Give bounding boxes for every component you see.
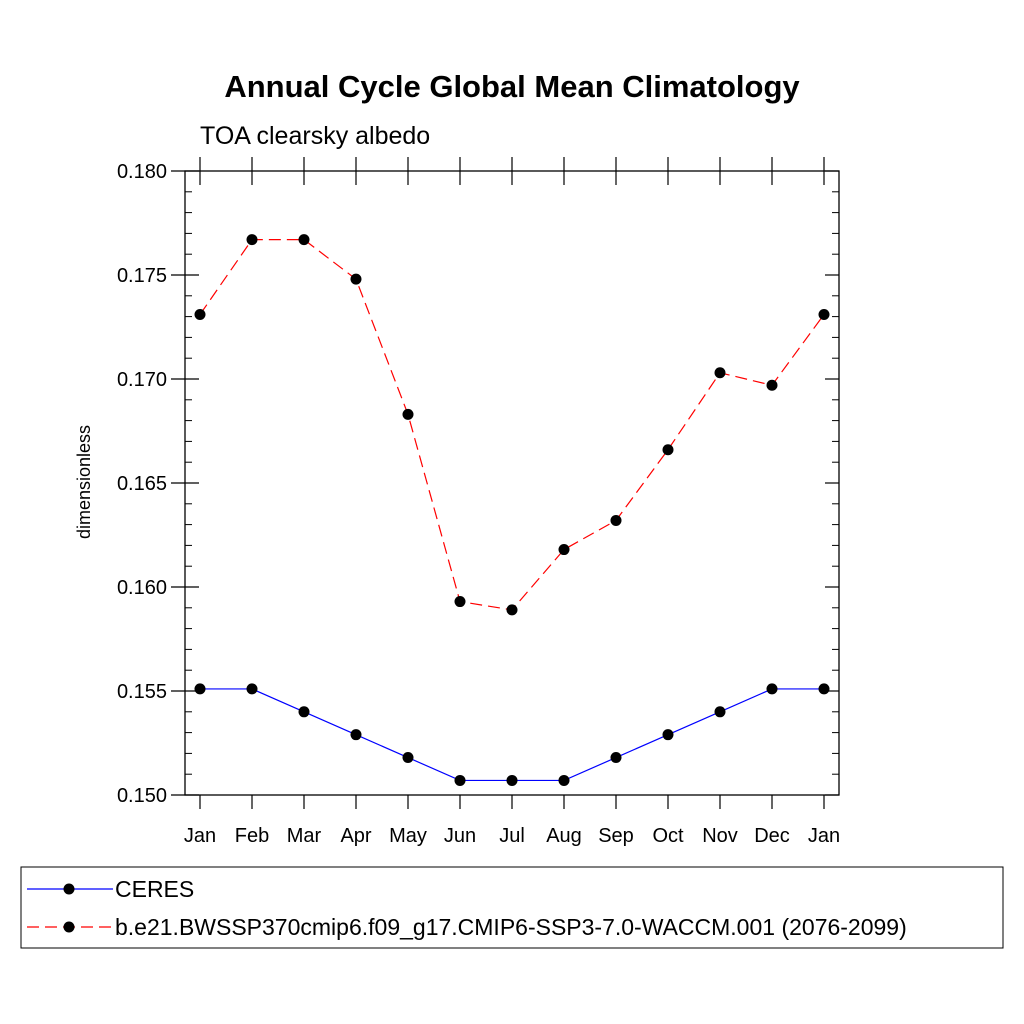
x-tick-label: Jan [184, 825, 216, 847]
series-1-point [350, 729, 362, 741]
y-axis-label: dimensionless [74, 425, 94, 539]
series-1-point [402, 752, 414, 764]
series-2-point [662, 444, 674, 456]
x-tick-label: Dec [754, 825, 790, 847]
series-layer [194, 234, 830, 786]
series-1-point [558, 774, 570, 786]
y-tick-label: 0.175 [117, 265, 167, 287]
chart-title: Annual Cycle Global Mean Climatology [224, 69, 800, 104]
x-tick-label: May [389, 825, 427, 847]
y-tick-label: 0.170 [117, 369, 167, 391]
x-tick-label: Aug [546, 825, 582, 847]
series-2-point [402, 408, 414, 420]
series-1-point [766, 683, 778, 695]
x-tick-label: Apr [340, 825, 371, 847]
x-tick-label: Sep [598, 825, 634, 847]
series-2-point [714, 367, 726, 379]
series-line-2 [199, 239, 825, 611]
series-2-point [558, 544, 570, 556]
x-axis: Jan Feb Mar Apr May Jun Jul Aug Sep Oct Nov Dec Jan [184, 157, 840, 847]
series-2-point [506, 604, 518, 616]
legend: CERES b.e21.BWSSP370cmip6.f09_g17.CMIP6-S… [27, 876, 907, 940]
series-1-point [506, 774, 518, 786]
plot-frame [184, 170, 840, 796]
series-line-1 [200, 688, 824, 782]
series-1-point [194, 683, 206, 695]
series-1-point [662, 729, 674, 741]
series-2-point [298, 234, 310, 246]
legend-marker-2 [63, 921, 75, 933]
legend-marker-1 [63, 883, 75, 895]
legend-label-2: b.e21.BWSSP370cmip6.f09_g17.CMIP6-SSP3-7… [115, 914, 907, 940]
series-2-point [246, 234, 258, 246]
x-tick-label: Mar [287, 825, 322, 847]
series-1-point [610, 752, 622, 764]
y-tick-label: 0.150 [117, 785, 167, 807]
y-axis: 0.150 0.155 0.160 0.165 0.170 0.175 0.180 [117, 161, 839, 807]
series-2-point [194, 309, 206, 321]
series-2-point [610, 514, 622, 526]
series-2-point [818, 309, 830, 321]
series-1-point [454, 774, 466, 786]
series-1-point [298, 706, 310, 718]
y-tick-label: 0.180 [117, 161, 167, 183]
x-tick-label: Jul [499, 825, 525, 847]
series-1-point [246, 683, 258, 695]
x-tick-label: Jan [808, 825, 840, 847]
series-1-point [818, 683, 830, 695]
series-2-point [454, 596, 466, 608]
x-tick-label: Feb [235, 825, 269, 847]
series-2-point [350, 273, 362, 285]
legend-label-1: CERES [115, 876, 194, 902]
chart-subtitle: TOA clearsky albedo [200, 122, 430, 150]
y-tick-label: 0.155 [117, 681, 167, 703]
series-2-point [766, 379, 778, 391]
y-tick-label: 0.160 [117, 577, 167, 599]
x-tick-label: Nov [702, 825, 738, 847]
x-tick-label: Jun [444, 825, 476, 847]
y-tick-label: 0.165 [117, 473, 167, 495]
series-1-point [714, 706, 726, 718]
x-tick-label: Oct [652, 825, 684, 847]
legend-box [20, 866, 1004, 949]
